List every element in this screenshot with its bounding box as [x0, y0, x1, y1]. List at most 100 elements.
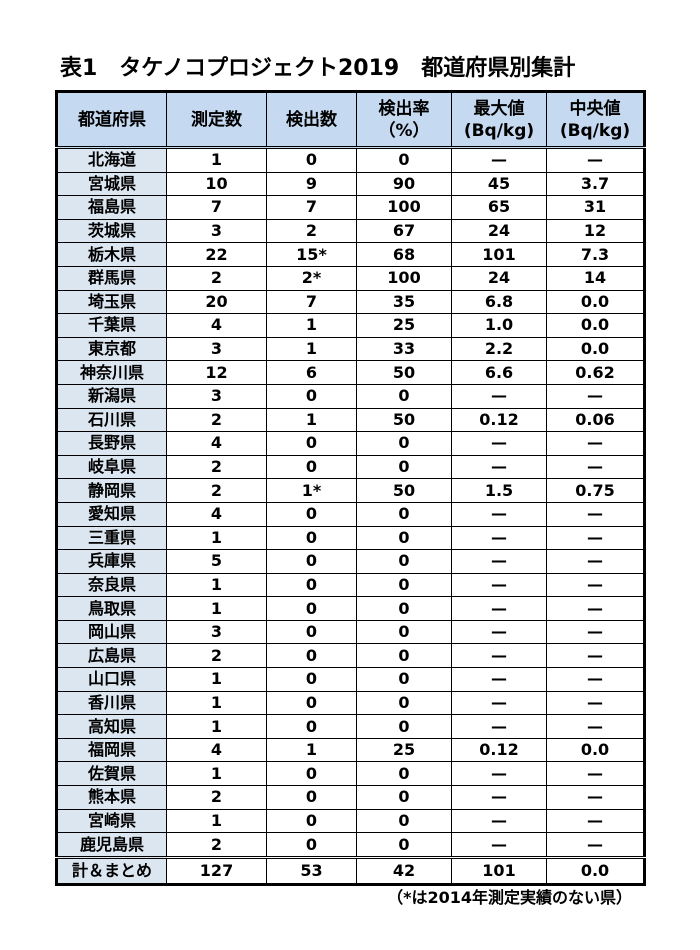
table-row: 宮城県 10 9 90 45 3.7: [56, 171, 645, 197]
value-cell: 2: [266, 218, 357, 244]
total-cell: 101: [451, 855, 547, 885]
value-cell: —: [546, 383, 645, 409]
value-cell: 12: [546, 218, 645, 244]
table-row: 北海道 1 0 0— —: [56, 147, 645, 173]
value-cell: 0: [356, 832, 452, 858]
value-cell: 20: [166, 289, 267, 315]
prefecture-cell: 静岡県: [56, 478, 167, 503]
header-text: 測定数: [191, 109, 242, 130]
value-cell: 5: [166, 549, 267, 574]
table-header: 都道府県 測定数 検出数 検出率 （%） 最大値 (Bq/kg) 中央値 (Bq/kg): [56, 91, 645, 148]
header-cell: 最大値 (Bq/kg): [451, 91, 547, 148]
value-cell: —: [546, 572, 645, 598]
value-cell: 24: [451, 218, 547, 244]
value-cell: —: [546, 431, 645, 456]
header-text: 検出数: [286, 109, 337, 130]
header-text: (Bq/kg): [463, 120, 535, 141]
value-cell: —: [451, 383, 547, 409]
header-text: 都道府県: [78, 109, 146, 130]
value-cell: —: [546, 501, 645, 527]
value-cell: 12: [166, 360, 267, 385]
value-cell: 0: [356, 596, 452, 621]
value-cell: —: [451, 525, 547, 551]
table-row: 鹿児島県 2 0 0— —: [56, 832, 645, 858]
prefecture-cell: 新潟県: [56, 383, 167, 409]
prefecture-cell: 栃木県: [56, 242, 167, 267]
value-cell: 100: [356, 195, 452, 220]
table-body: 北海道 1 0 0— — 宮城県 10 9 90 45 3.7 福島県 7 7 100 65 31 茨城県 3 2 67…: [56, 147, 645, 885]
value-cell: 1: [166, 596, 267, 621]
value-cell: 25: [356, 737, 452, 763]
value-cell: 1: [166, 147, 267, 173]
value-cell: —: [451, 454, 547, 480]
prefecture-cell: 奈良県: [56, 572, 167, 598]
value-cell: 0: [266, 619, 357, 645]
table-row: 福島県 7 7 100 65 31: [56, 195, 645, 220]
value-cell: 90: [356, 171, 452, 197]
value-cell: 0: [356, 431, 452, 456]
value-cell: 1: [166, 525, 267, 551]
value-cell: 0: [266, 549, 357, 574]
table-row: 新潟県 3 0 0— —: [56, 383, 645, 409]
value-cell: 0: [266, 761, 357, 787]
table-row: 石川県 2 1 50 0.12 0.06: [56, 407, 645, 433]
value-cell: 0.0: [546, 289, 645, 315]
value-cell: 101: [451, 242, 547, 267]
value-cell: 2: [166, 454, 267, 480]
value-cell: 3: [166, 336, 267, 362]
header-text: （%）: [378, 120, 430, 141]
value-cell: 1: [166, 761, 267, 787]
value-cell: 33: [356, 336, 452, 362]
prefecture-cell: 鹿児島県: [56, 832, 167, 858]
prefecture-cell: 鳥取県: [56, 596, 167, 621]
value-cell: 6.8: [451, 289, 547, 315]
value-cell: —: [451, 714, 547, 739]
prefecture-cell: 茨城県: [56, 218, 167, 244]
value-cell: 2*: [266, 265, 357, 291]
table-row: 香川県 1 0 0— —: [56, 690, 645, 716]
value-cell: 0: [356, 690, 452, 716]
total-cell: 53: [266, 855, 357, 885]
value-cell: 6: [266, 360, 357, 385]
value-cell: 0.0: [546, 313, 645, 338]
total-cell: 42: [356, 855, 452, 885]
prefecture-cell: 佐賀県: [56, 761, 167, 787]
value-cell: 14: [546, 265, 645, 291]
value-cell: 0: [356, 454, 452, 480]
value-cell: 0: [356, 808, 452, 834]
header-cell: 中央値 (Bq/kg): [546, 91, 645, 148]
value-cell: 67: [356, 218, 452, 244]
value-cell: 0: [266, 501, 357, 527]
prefecture-cell: 福岡県: [56, 737, 167, 763]
value-cell: —: [546, 714, 645, 739]
value-cell: 31: [546, 195, 645, 220]
value-cell: 35: [356, 289, 452, 315]
value-cell: 1: [266, 313, 357, 338]
value-cell: 0.62: [546, 360, 645, 385]
table-row: 兵庫県 5 0 0— —: [56, 549, 645, 574]
value-cell: 0.06: [546, 407, 645, 433]
value-cell: 2: [166, 407, 267, 433]
value-cell: 9: [266, 171, 357, 197]
value-cell: 45: [451, 171, 547, 197]
value-cell: 0: [356, 383, 452, 409]
prefecture-cell: 岐阜県: [56, 454, 167, 480]
table-row: 岡山県 3 0 0— —: [56, 619, 645, 645]
table-row: 静岡県 2 1* 50 1.5 0.75: [56, 478, 645, 503]
table-row: 広島県 2 0 0— —: [56, 643, 645, 669]
value-cell: 50: [356, 360, 452, 385]
prefecture-cell: 兵庫県: [56, 549, 167, 574]
value-cell: 0: [266, 785, 357, 810]
prefecture-cell: 山口県: [56, 667, 167, 692]
value-cell: 0: [266, 383, 357, 409]
value-cell: 0: [356, 525, 452, 551]
value-cell: —: [546, 690, 645, 716]
prefecture-cell: 東京都: [56, 336, 167, 362]
table-row: 群馬県 2 2* 100 24 14: [56, 265, 645, 291]
value-cell: —: [451, 808, 547, 834]
value-cell: 0: [266, 643, 357, 669]
value-cell: 4: [166, 737, 267, 763]
value-cell: 0: [266, 667, 357, 692]
title: 表1 タケノコプロジェクト2019 都道府県別集計: [60, 56, 576, 81]
prefecture-cell: 群馬県: [56, 265, 167, 291]
